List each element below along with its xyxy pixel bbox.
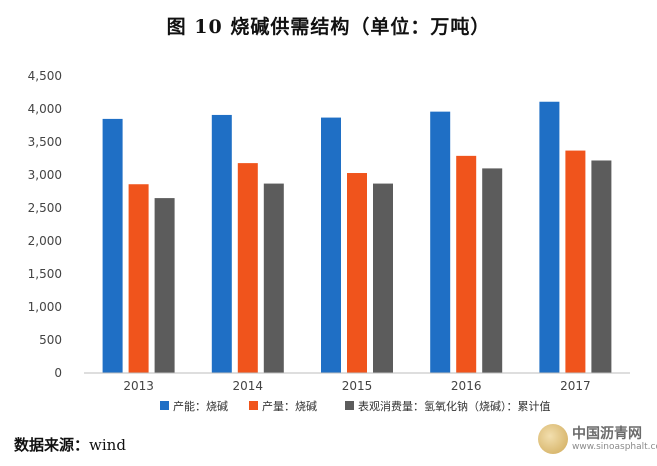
chart-title: 图 10 烧碱供需结构（单位：万吨） [166,16,491,38]
bar [102,118,123,374]
bar [565,150,586,373]
data-source: 数据来源：wind [14,434,126,455]
bar [456,155,477,373]
source-label: 数据来源： [14,436,90,454]
watermark-logo-icon [538,424,568,454]
bar-chart: 0 500 1,000 1,500 2,000 2,500 3,000 3,500 4,000 4… [28,69,630,413]
bar [430,111,451,373]
legend-swatch [345,401,354,410]
x-tick-label: 2016 [451,379,482,393]
bar [321,117,341,373]
y-tick-label: 3,000 [28,168,62,182]
y-tick-label: 3,500 [28,135,62,149]
source-value: wind [89,436,126,454]
bar [591,160,612,373]
y-tick-label: 0 [54,366,62,380]
legend: 产能：烧碱 产量：烧碱 表观消费量：氢氧化钠（烧碱）：累计值 [160,399,551,413]
x-tick-label: 2017 [560,379,591,393]
watermark-url: www.sinoasphalt.com [572,442,657,452]
watermark: 中国沥青网 www.sinoasphalt.com [538,420,657,460]
legend-label: 产量：烧碱 [262,399,317,413]
bar [154,198,175,373]
legend-label: 产能：烧碱 [173,399,228,413]
watermark-name: 中国沥青网 [572,426,642,442]
bar [482,168,503,373]
bar [373,183,393,373]
x-tick-label: 2015 [342,379,373,393]
bar [237,163,258,373]
y-tick-label: 4,000 [28,102,62,116]
y-tick-label: 2,500 [28,201,62,215]
bar [347,173,367,373]
x-tick-label: 2014 [233,379,264,393]
x-tick-label: 2013 [123,379,154,393]
y-tick-label: 4,500 [28,69,62,83]
legend-swatch [249,401,258,410]
y-axis: 0 500 1,000 1,500 2,000 2,500 3,000 3,500 4,000 4… [28,69,62,380]
y-tick-label: 500 [39,333,62,347]
y-tick-label: 1,500 [28,267,62,281]
legend-label: 表观消费量：氢氧化钠（烧碱）：累计值 [358,399,551,413]
bar [128,184,149,373]
bar [211,114,232,373]
bar [539,101,560,374]
bars [102,101,612,374]
y-tick-label: 2,000 [28,234,62,248]
y-tick-label: 1,000 [28,300,62,314]
x-axis: 2013 2014 2015 2016 2017 [84,372,630,393]
legend-swatch [160,401,169,410]
bar [263,183,284,373]
